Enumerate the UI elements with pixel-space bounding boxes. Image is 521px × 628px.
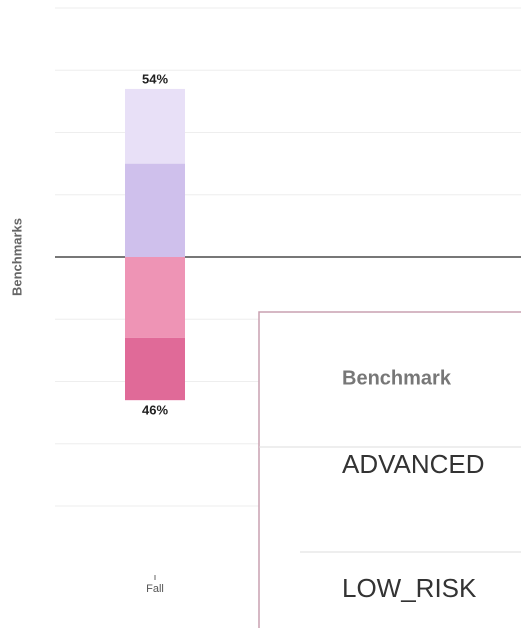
tooltip-row: ADVANCED [342, 449, 485, 479]
x-tick-label: Fall [146, 583, 164, 595]
bar-segment [125, 257, 185, 338]
y-axis-label: Benchmarks [9, 218, 24, 296]
tooltip-header: Benchmark [342, 367, 452, 389]
bar-segment [125, 337, 185, 401]
total-label: 54% [142, 71, 168, 86]
tooltip-row: LOW_RISK [342, 573, 477, 603]
tooltip-box [258, 311, 521, 628]
bar-segment [125, 88, 185, 164]
bar-segment [125, 163, 185, 257]
total-label: 46% [142, 403, 168, 418]
